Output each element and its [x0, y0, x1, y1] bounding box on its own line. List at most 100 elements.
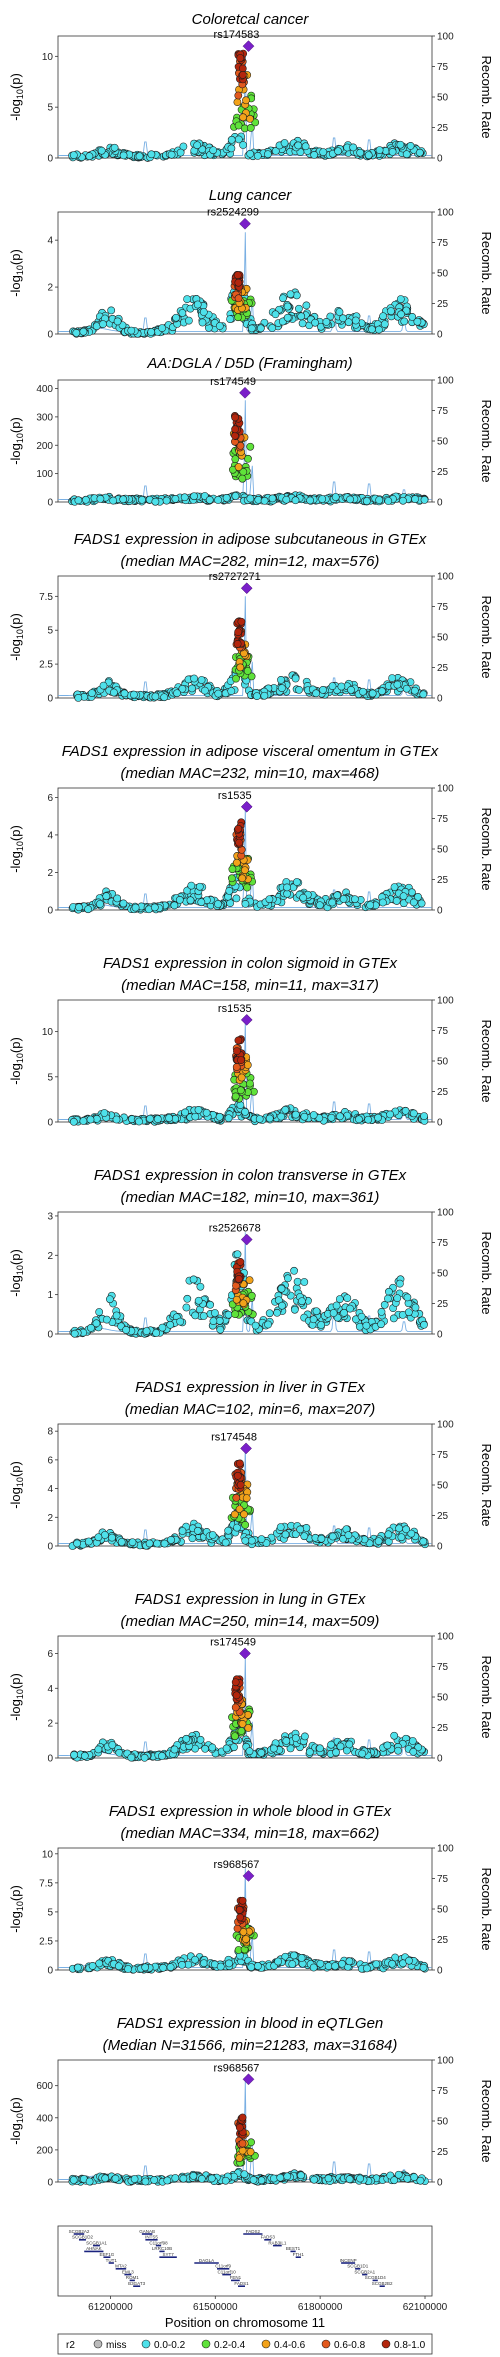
y-tick-label: 4 [47, 1684, 53, 1695]
snp-point [339, 895, 348, 903]
snp-point [109, 496, 118, 505]
snp-point [207, 2174, 216, 2183]
snp-point [232, 858, 241, 867]
snp-point [364, 151, 373, 160]
snp-point [301, 1732, 309, 1741]
snp-point [231, 413, 239, 422]
y-tick-label: 2 [47, 1513, 53, 1524]
snp-point [222, 1744, 231, 1753]
snp-point [294, 141, 303, 150]
snp-point [317, 1321, 325, 1329]
y-tick-label: 3 [47, 1211, 53, 1222]
y-tick-label: 5 [47, 626, 53, 637]
snp-point [236, 54, 245, 62]
y-tick-label: 4 [47, 236, 53, 247]
y-tick-label: 1 [47, 1290, 53, 1301]
snp-point [347, 686, 355, 694]
x-tick-label: 61500000 [193, 2302, 238, 2313]
snp-point [173, 689, 181, 698]
snp-point [318, 495, 327, 503]
lead-snp-marker [240, 582, 253, 595]
snp-point [416, 2176, 425, 2185]
snp-point [310, 151, 319, 159]
lead-snp-label: rs2526678 [209, 1223, 261, 1235]
snp-point [216, 1325, 225, 1334]
snp-point [346, 495, 354, 504]
snp-point [268, 494, 277, 503]
snp-point [99, 320, 107, 328]
gene-label: BEST1 [286, 2246, 301, 2251]
snp-point [178, 1527, 187, 1535]
snp-point [363, 1964, 371, 1973]
snp-point [216, 1962, 225, 1971]
snp-point [324, 1962, 333, 1970]
snp-point [343, 1294, 352, 1302]
snp-point [183, 295, 191, 303]
snp-point [151, 497, 160, 506]
snp-points [68, 412, 429, 506]
snp-point [305, 1748, 314, 1756]
snp-point [234, 91, 243, 100]
snp-point [241, 866, 249, 875]
y-axis-label: -log10(p) [8, 1461, 25, 1509]
y2-axis-label: Recomb. Rate [479, 807, 494, 890]
snp-point [172, 313, 180, 322]
snp-point [170, 1745, 179, 1754]
snp-point [74, 496, 83, 505]
lead-snp-label: rs968567 [214, 2062, 260, 2074]
snp-point [152, 1329, 161, 1337]
snp-point [165, 1114, 173, 1122]
snp-point [162, 496, 171, 505]
snp-point [176, 148, 185, 157]
snp-point [182, 1303, 191, 1312]
snp-point [378, 687, 386, 696]
snp-point [140, 1753, 149, 1762]
snp-point [244, 1724, 253, 1732]
gene-label: AHNAK [86, 2246, 102, 2251]
y-tick-label: 0 [47, 154, 53, 165]
panel-title-line: (median MAC=334, min=18, max=662) [121, 1825, 380, 1842]
snp-point [226, 315, 234, 323]
snp-point [389, 1314, 398, 1323]
snp-point [158, 1323, 167, 1332]
snp-point [293, 1277, 302, 1286]
snp-point [260, 691, 269, 700]
snp-point [150, 903, 159, 912]
snp-point [265, 895, 274, 904]
snp-point [205, 496, 214, 504]
x-tick-label: 61800000 [298, 2302, 343, 2313]
panel-title-line: AA:DGLA / D5D (Framingham) [146, 355, 352, 372]
y2-tick-label: 100 [437, 1208, 454, 1219]
y-axis-label: -log10(p) [8, 1673, 25, 1721]
snp-point [255, 1115, 264, 1123]
snp-point [243, 667, 252, 675]
snp-point [197, 676, 206, 684]
snp-point [228, 865, 237, 874]
y2-tick-label: 50 [437, 1481, 449, 1492]
snp-point [245, 1747, 254, 1756]
snp-point [72, 329, 81, 337]
panel-title-line: (median MAC=232, min=10, max=468) [121, 765, 380, 782]
snp-point [384, 1530, 393, 1539]
snp-point [400, 317, 409, 326]
y-tick-label: 10 [42, 1849, 54, 1860]
snp-point [309, 1111, 318, 1119]
y2-tick-label: 25 [437, 299, 449, 310]
snp-point [235, 838, 243, 847]
snp-point [390, 1731, 399, 1740]
snp-point [241, 1521, 250, 1529]
y2-tick-label: 25 [437, 1935, 449, 1946]
snp-point [345, 1957, 354, 1966]
snp-point [127, 326, 136, 335]
snp-point [253, 692, 261, 700]
snp-point [221, 2176, 230, 2185]
gene-label: SCGB1D1 [347, 2264, 369, 2269]
panel-4: FADS1 expression in adipose subcutaneous… [8, 531, 494, 705]
snp-point [243, 1061, 252, 1069]
snp-point [114, 1962, 123, 1971]
snp-point [244, 454, 252, 463]
snp-point [195, 882, 204, 891]
snp-point [246, 2148, 255, 2156]
snp-point [74, 1963, 82, 1972]
snp-point [295, 304, 303, 313]
